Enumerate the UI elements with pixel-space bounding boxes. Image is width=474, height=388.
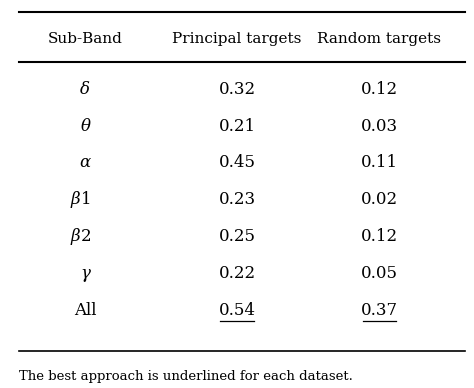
Text: 0.12: 0.12 [361,228,398,245]
Text: 0.23: 0.23 [219,191,255,208]
Text: 0.05: 0.05 [361,265,398,282]
Text: γ: γ [81,265,90,282]
Text: 0.37: 0.37 [361,302,398,319]
Text: 0.22: 0.22 [219,265,255,282]
Text: Random targets: Random targets [317,32,441,46]
Text: Sub-Band: Sub-Band [48,32,123,46]
Text: 0.02: 0.02 [361,191,398,208]
Text: 0.32: 0.32 [219,81,255,98]
Text: 2: 2 [81,228,91,245]
Text: Principal targets: Principal targets [173,32,301,46]
Text: 0.03: 0.03 [361,118,398,135]
Text: β: β [71,228,81,245]
Text: 0.54: 0.54 [219,302,255,319]
Text: The best approach is underlined for each dataset.: The best approach is underlined for each… [19,370,353,383]
Text: 1: 1 [81,191,91,208]
Text: δ: δ [80,81,91,98]
Text: 0.12: 0.12 [361,81,398,98]
Text: 0.45: 0.45 [219,154,255,171]
Text: 0.11: 0.11 [361,154,398,171]
Text: α: α [80,154,91,171]
Text: β: β [71,191,81,208]
Text: All: All [74,302,97,319]
Text: 0.21: 0.21 [219,118,255,135]
Text: θ: θ [80,118,91,135]
Text: 0.25: 0.25 [219,228,255,245]
